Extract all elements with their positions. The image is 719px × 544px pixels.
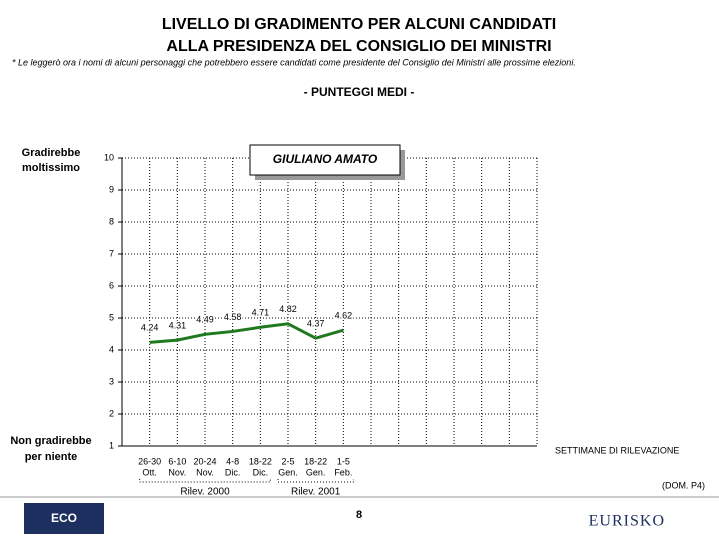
value-label: 4.71 [252,308,270,318]
y-tick-label: 3 [109,376,114,386]
y-tick-label: 6 [109,280,114,290]
x-axis-label: SETTIMANE DI RILEVAZIONE [555,445,679,455]
logo-left-box [24,503,104,534]
y-tick-label: 10 [104,152,114,162]
group-label: Rilev. 2000 [180,487,230,498]
legend-label: GIULIANO AMATO [273,152,378,166]
value-label: 4.31 [169,320,187,330]
value-label: 4.82 [279,304,297,314]
y-bottom-label: Non gradirebbe [10,435,91,447]
value-label: 4.49 [196,315,214,325]
y-top-label: moltissimo [22,162,80,174]
y-tick-label: 8 [109,216,114,226]
value-label: 4.37 [307,319,325,329]
x-tick-label: 2-5 [281,456,294,466]
title-line: ALLA PRESIDENZA DEL CONSIGLIO DEI MINIST… [166,38,551,55]
subtitle: - PUNTEGGI MEDI - [304,85,415,99]
value-label: 4.58 [224,312,242,322]
group-label: Rilev. 2001 [291,487,341,498]
x-tick-label: Ott. [142,467,157,477]
x-tick-label: Nov. [196,467,214,477]
page-number: 8 [356,509,362,521]
title-line: LIVELLO DI GRADIMENTO PER ALCUNI CANDIDA… [162,16,556,33]
value-label: 4.24 [141,323,159,333]
value-label: 4.49 [196,315,214,325]
x-tick-label: Gen. [306,467,326,477]
y-tick-label: 7 [109,248,114,258]
x-tick-label: 18-22 [249,456,272,466]
note: * Le leggerò ora i nomi di alcuni person… [12,57,576,67]
value-label: 4.58 [224,312,242,322]
x-tick-label: 20-24 [193,456,216,466]
x-tick-label: Nov. [168,467,186,477]
y-bottom-label: per niente [25,451,78,463]
y-top-label: Gradirebbe [22,147,81,159]
value-label: 4.37 [307,319,325,329]
logo-right: EURISKO [589,513,665,530]
x-tick-label: 6-10 [168,456,186,466]
logo-left: ECO [51,511,77,525]
value-label: 4.62 [335,311,353,321]
value-label: 4.62 [335,311,353,321]
value-label: 4.24 [141,323,159,333]
x-tick-label: 4-8 [226,456,239,466]
group-bracket [139,479,271,483]
value-label: 4.82 [279,304,297,314]
y-tick-label: 2 [109,408,114,418]
y-tick-label: 4 [109,344,114,354]
x-tick-label: Feb. [334,467,352,477]
x-tick-label: 1-5 [337,456,350,466]
x-tick-label: 26-30 [138,456,161,466]
x-tick-label: Dic. [253,467,269,477]
source: (DOM. P4) [662,480,705,490]
legend-box [249,144,401,176]
y-tick-label: 9 [109,184,114,194]
y-tick-label: 5 [109,312,114,322]
x-tick-label: Gen. [278,467,298,477]
group-bracket [277,479,354,483]
y-tick-label: 1 [109,440,114,450]
value-label: 4.31 [169,320,187,330]
x-tick-label: Dic. [225,467,241,477]
line [149,322,344,344]
value-label: 4.71 [252,308,270,318]
x-tick-label: 18-22 [304,456,327,466]
